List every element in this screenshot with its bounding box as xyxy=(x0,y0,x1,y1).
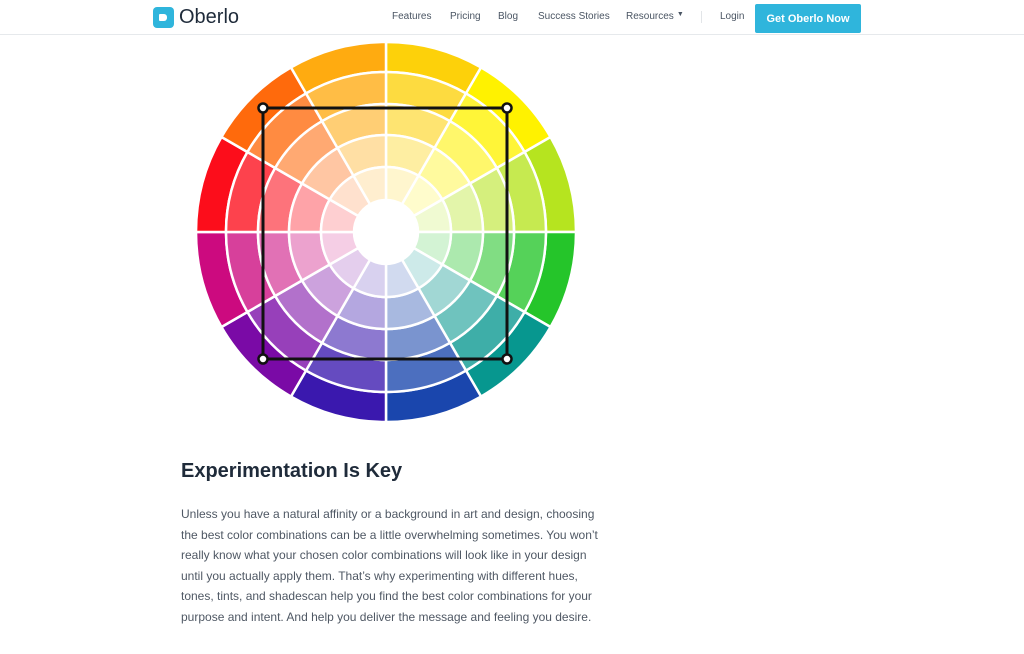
site-header: Oberlo Features Pricing Blog Success Sto… xyxy=(0,0,1024,35)
nav-divider xyxy=(701,11,702,23)
oberlo-logo-icon xyxy=(153,7,174,28)
nav-resources-label: Resources xyxy=(626,11,674,22)
logo[interactable]: Oberlo xyxy=(153,6,239,29)
section-heading: Experimentation Is Key xyxy=(181,460,403,482)
logo-text: Oberlo xyxy=(179,6,240,28)
nav-resources[interactable]: Resources ▼ xyxy=(626,11,684,22)
get-oberlo-now-button[interactable]: Get Oberlo Now xyxy=(755,4,861,33)
nav-success-stories[interactable]: Success Stories xyxy=(538,11,610,22)
wheel-segment xyxy=(351,165,388,206)
article-paragraph: Unless you have a natural affinity or a … xyxy=(181,507,598,624)
overlay-corner-marker xyxy=(501,353,513,365)
color-wheel xyxy=(194,40,578,424)
nav-pricing[interactable]: Pricing xyxy=(450,11,481,22)
nav-blog[interactable]: Blog xyxy=(498,11,519,22)
nav-features[interactable]: Features xyxy=(392,11,432,22)
nav-login[interactable]: Login xyxy=(720,11,745,22)
overlay-corner-marker xyxy=(501,102,513,114)
caret-down-icon: ▼ xyxy=(676,11,684,18)
overlay-corner-marker xyxy=(257,102,269,114)
square-scheme-overlay xyxy=(261,106,509,361)
overlay-corner-marker xyxy=(257,353,269,365)
